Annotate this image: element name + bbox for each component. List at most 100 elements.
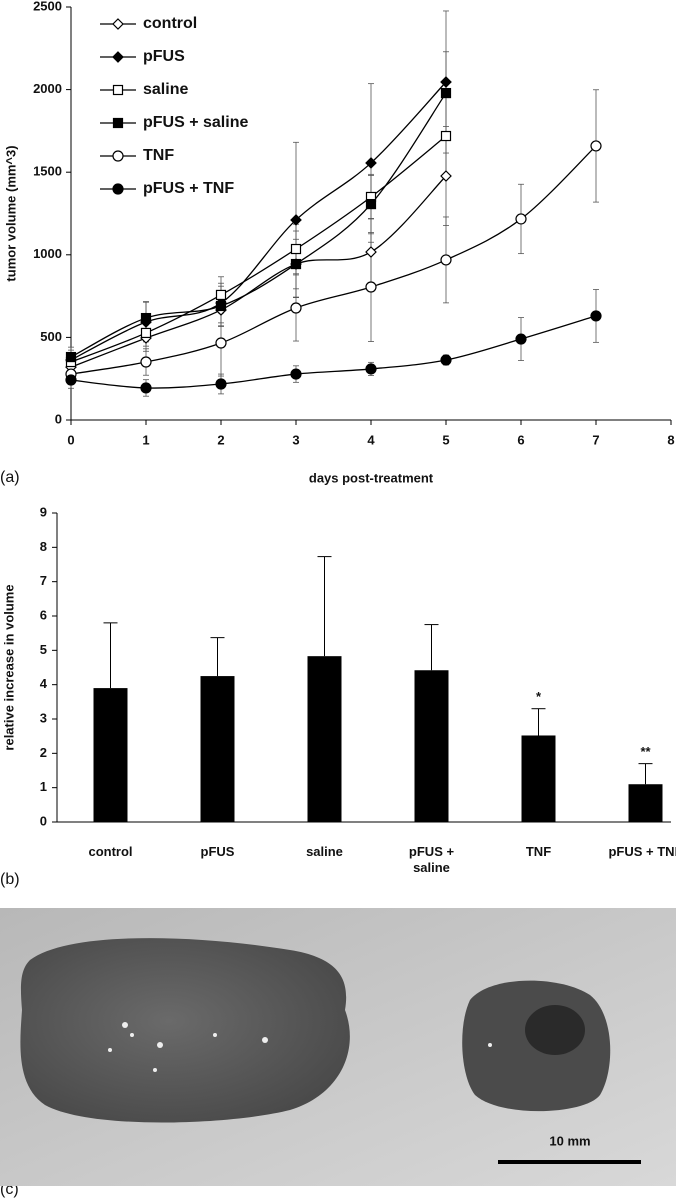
marker	[365, 363, 377, 375]
marker	[140, 327, 152, 339]
marker	[440, 130, 452, 142]
necrotic-region	[525, 1005, 585, 1055]
x-tick-label: 2	[217, 432, 224, 447]
marker	[290, 302, 302, 314]
x-tick-label: saline	[306, 844, 343, 859]
marker	[215, 300, 227, 312]
marker	[365, 281, 377, 293]
error-bar	[531, 708, 546, 736]
legend-marker	[112, 117, 124, 129]
x-axis-label: days post-treatment	[309, 470, 434, 485]
x-tick-label: 5	[442, 432, 449, 447]
series-line	[70, 135, 447, 363]
x-tick-label: 3	[292, 432, 299, 447]
x-tick-label: 1	[142, 432, 149, 447]
error-bar	[210, 637, 225, 677]
legend-marker	[112, 84, 124, 96]
x-tick-label: TNF	[525, 844, 552, 859]
marker	[290, 243, 302, 255]
error-bar	[638, 763, 653, 785]
marker	[440, 170, 452, 182]
legend-marker	[112, 18, 124, 30]
y-tick-label: 8	[40, 539, 47, 554]
legend-label: control	[143, 15, 197, 32]
error-bar	[424, 624, 439, 671]
y-tick-label: 2	[40, 745, 47, 760]
x-tick-label: pFUS	[200, 844, 235, 859]
y-tick-label: 0	[55, 411, 62, 426]
y-tick-label: 1500	[33, 164, 62, 179]
x-tick-label: control	[88, 844, 133, 859]
error-bar	[103, 622, 118, 689]
marker	[140, 312, 152, 324]
marker	[440, 354, 452, 366]
photo: 10 mm	[0, 908, 676, 1186]
marker	[365, 198, 377, 210]
x-tick-label: 8	[667, 432, 674, 447]
marker	[140, 382, 152, 394]
series-line	[70, 315, 597, 389]
marker	[65, 351, 77, 363]
bar	[93, 688, 128, 822]
y-tick-label: 500	[40, 329, 62, 344]
marker	[515, 213, 527, 225]
marker	[440, 76, 452, 88]
x-tick-label: pFUS + TNF	[608, 844, 676, 859]
marker	[590, 310, 602, 322]
bar	[307, 656, 342, 822]
specular-highlights	[108, 1022, 492, 1072]
marker	[515, 333, 527, 345]
series-line	[70, 175, 447, 368]
x-tick-label: 4	[367, 432, 375, 447]
legend-marker	[112, 183, 124, 195]
y-tick-label: 4	[40, 676, 48, 691]
y-tick-label: 7	[40, 573, 47, 588]
bar	[521, 735, 556, 822]
y-tick-label: 5	[40, 642, 47, 657]
legend-label: TNF	[143, 147, 174, 164]
marker	[365, 157, 377, 169]
legend-label: saline	[143, 81, 188, 98]
legend-marker	[112, 51, 124, 63]
significance-label: **	[640, 744, 651, 759]
marker	[590, 140, 602, 152]
bar	[414, 670, 449, 822]
tissue-large	[20, 938, 350, 1123]
marker	[140, 356, 152, 368]
y-tick-label: 2500	[33, 0, 62, 13]
x-tick-label: 6	[517, 432, 524, 447]
bar	[200, 676, 235, 822]
y-tick-label: 1	[40, 779, 47, 794]
significance-label: *	[536, 689, 542, 704]
panel-label: (a)	[0, 469, 20, 486]
marker	[365, 246, 377, 258]
legend-label: pFUS + saline	[143, 114, 248, 131]
scale-bar-label: 10 mm	[549, 1133, 590, 1148]
error-bar	[317, 556, 332, 657]
panel-label: (b)	[0, 871, 20, 888]
bar	[628, 784, 663, 822]
marker	[290, 258, 302, 270]
marker	[215, 378, 227, 390]
x-tick-label: pFUS + saline	[408, 844, 455, 875]
y-axis-label: tumor volume (mm^3)	[3, 145, 18, 281]
x-tick-label: 7	[592, 432, 599, 447]
y-axis-label: relative increase in volume	[1, 584, 16, 750]
y-tick-label: 6	[40, 607, 47, 622]
series-line	[70, 92, 447, 358]
marker	[215, 289, 227, 301]
y-tick-label: 1000	[33, 246, 62, 261]
series-line	[70, 81, 447, 361]
legend-label: pFUS	[143, 48, 185, 65]
marker	[440, 87, 452, 99]
x-tick-label: 0	[67, 432, 74, 447]
y-tick-label: 2000	[33, 81, 62, 96]
marker	[65, 374, 77, 386]
marker	[215, 337, 227, 349]
y-tick-label: 0	[40, 813, 47, 828]
marker	[290, 368, 302, 380]
legend-marker	[112, 150, 124, 162]
legend-label: pFUS + TNF	[143, 180, 234, 197]
